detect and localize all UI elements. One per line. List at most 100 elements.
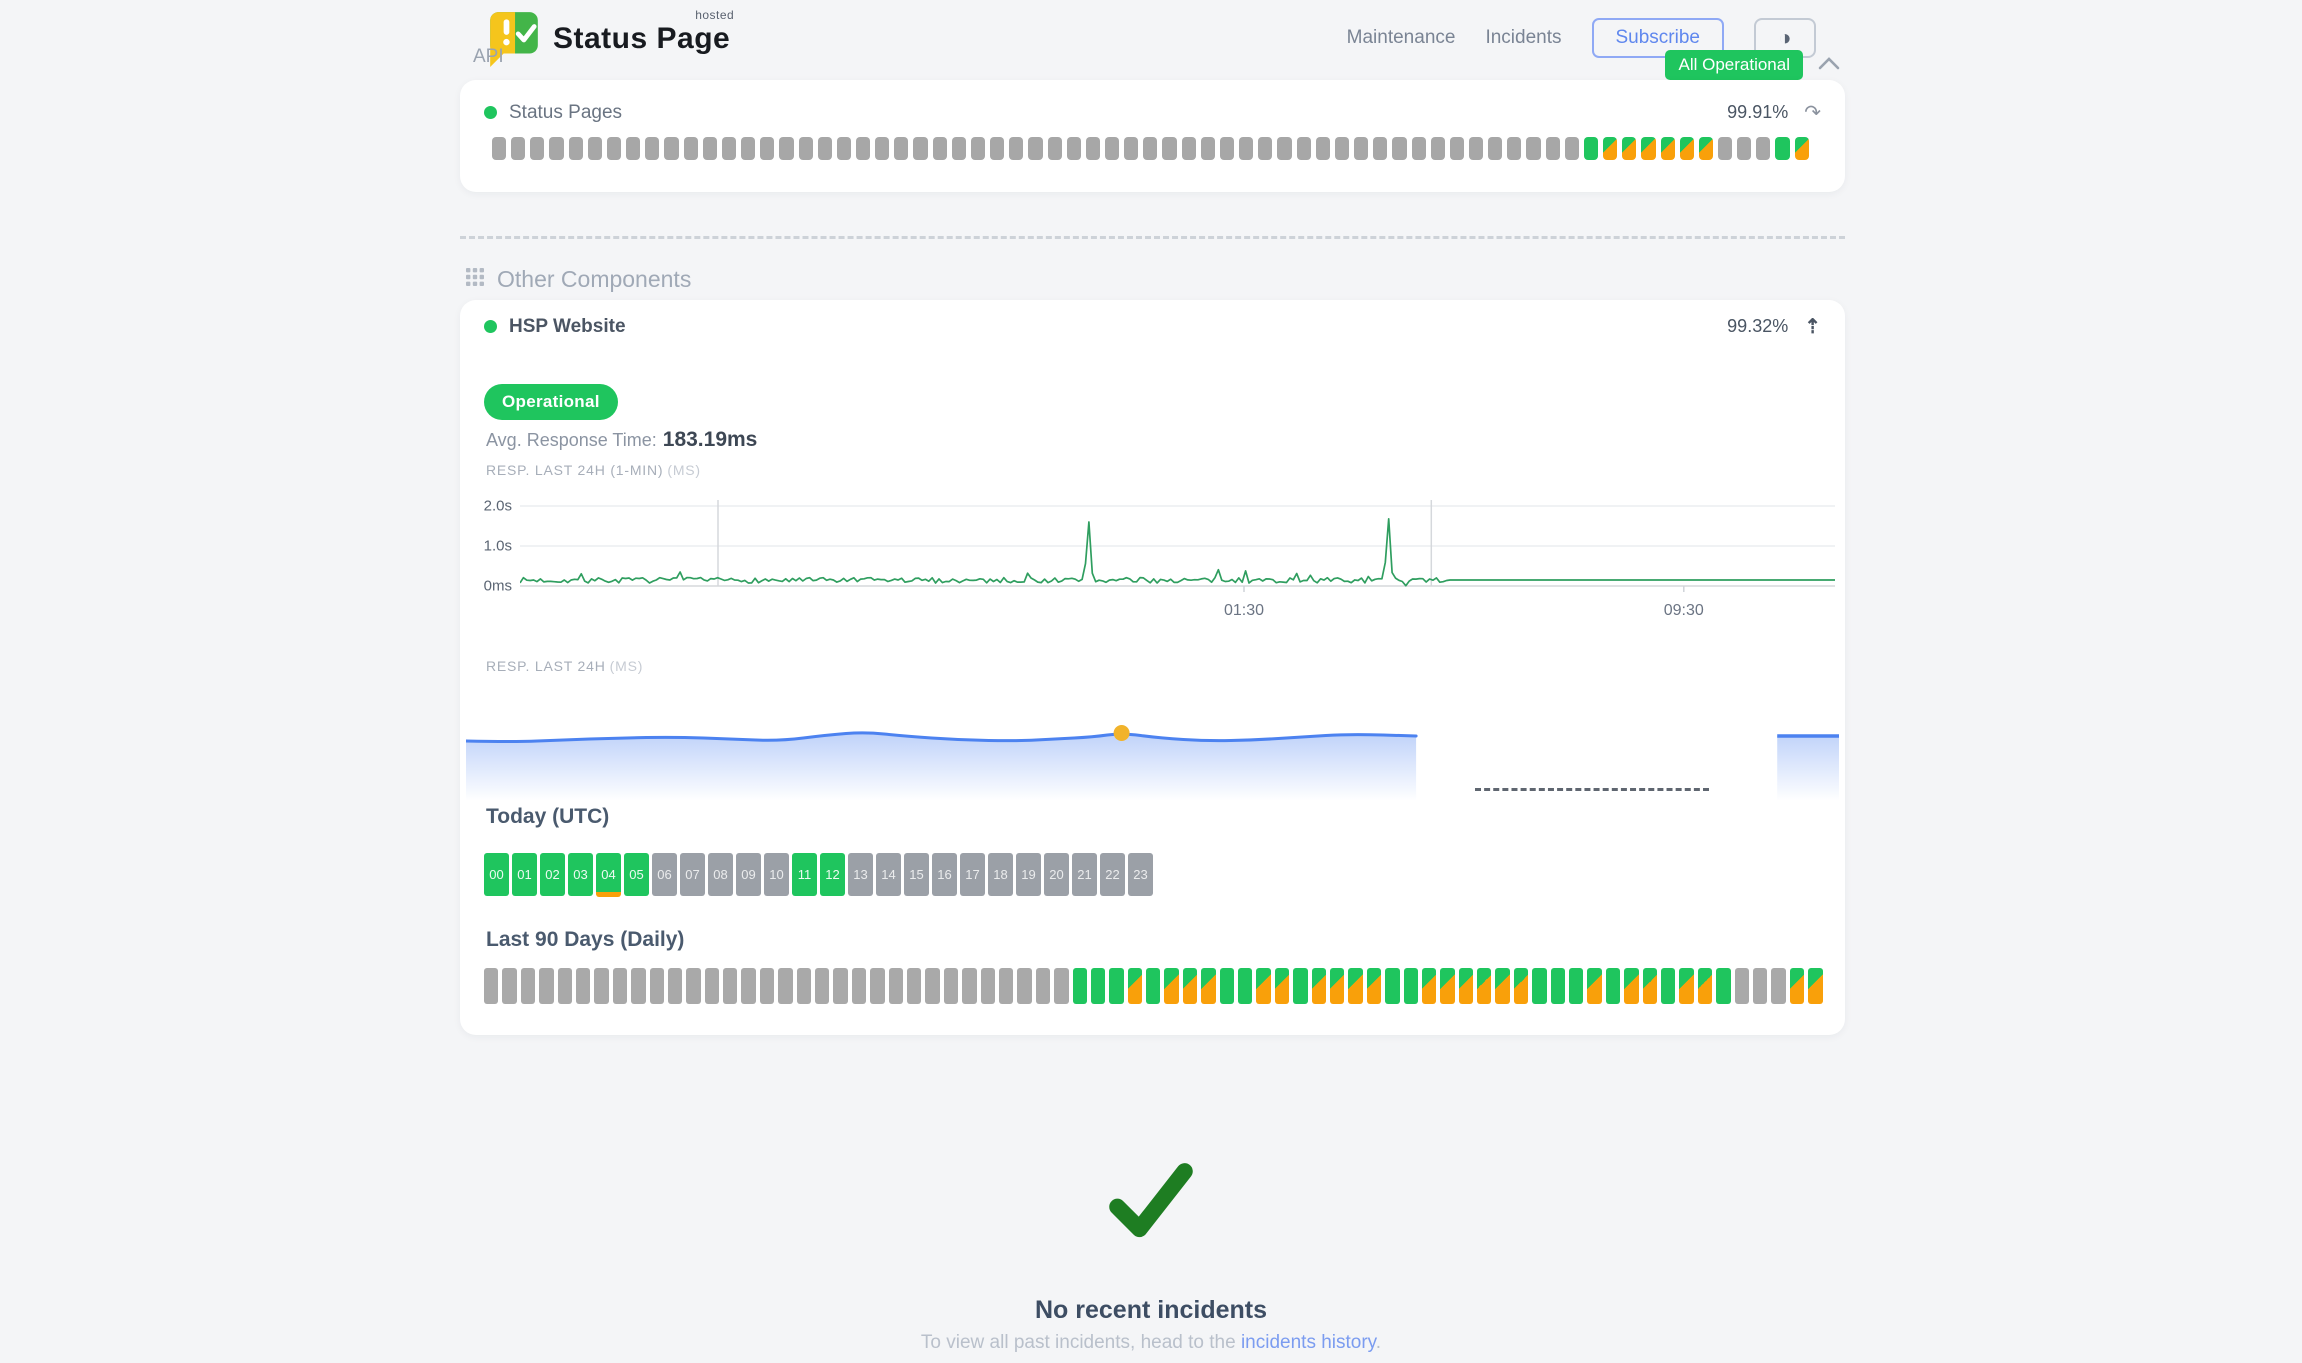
uptime-block-gray[interactable] — [520, 968, 536, 1004]
uptime-block-gray[interactable] — [530, 137, 545, 160]
component-row-status-pages[interactable]: Status Pages 99.91% ↷ — [484, 100, 1821, 125]
uptime-block-mixed[interactable] — [1587, 968, 1602, 1004]
uptime-block-gray[interactable] — [1239, 137, 1254, 160]
uptime-block-gray[interactable] — [888, 968, 903, 1004]
uptime-block-mixed[interactable] — [1789, 968, 1805, 1004]
uptime-block-gray[interactable] — [833, 968, 848, 1004]
uptime-block-green[interactable] — [1385, 968, 1400, 1004]
hour-block-18[interactable]: 18 — [988, 853, 1013, 896]
hour-block-05[interactable]: 05 — [624, 853, 649, 896]
uptime-block-gray[interactable] — [990, 137, 1005, 160]
uptime-block-gray[interactable] — [779, 137, 794, 160]
hour-block-00[interactable]: 00 — [484, 853, 509, 896]
uptime-block-gray[interactable] — [1771, 968, 1786, 1004]
uptime-block-gray[interactable] — [1200, 137, 1215, 160]
uptime-block-green[interactable] — [1775, 137, 1790, 160]
subscribe-button[interactable]: Subscribe — [1591, 18, 1724, 58]
uptime-block-gray[interactable] — [492, 137, 507, 160]
uptime-block-gray[interactable] — [1718, 137, 1733, 160]
uptime-block-mixed[interactable] — [1348, 968, 1363, 1004]
uptime-block-mixed[interactable] — [1808, 968, 1823, 1004]
uptime-block-gray[interactable] — [1085, 137, 1100, 160]
hour-block-13[interactable]: 13 — [848, 853, 873, 896]
uptime-block-mixed[interactable] — [1624, 968, 1639, 1004]
uptime-block-gray[interactable] — [702, 137, 717, 160]
uptime-block-gray[interactable] — [1334, 137, 1350, 160]
response-time-area-chart[interactable] — [466, 695, 1839, 807]
nav-item-maintenance[interactable]: Maintenance — [1346, 27, 1456, 48]
uptime-block-mixed[interactable] — [1477, 968, 1492, 1004]
uptime-block-green[interactable] — [1403, 968, 1418, 1004]
uptime-block-gray[interactable] — [686, 968, 701, 1004]
hour-block-08[interactable]: 08 — [708, 853, 733, 896]
uptime-block-gray[interactable] — [1124, 137, 1139, 160]
uptime-block-gray[interactable] — [664, 137, 679, 160]
hour-block-02[interactable]: 02 — [540, 853, 565, 896]
uptime-block-gray[interactable] — [1028, 137, 1043, 160]
uptime-block-gray[interactable] — [1545, 137, 1560, 160]
uptime-block-gray[interactable] — [723, 968, 738, 1004]
uptime-block-gray[interactable] — [568, 137, 583, 160]
uptime-block-gray[interactable] — [1054, 968, 1069, 1004]
uptime-block-gray[interactable] — [925, 968, 940, 1004]
uptime-block-green[interactable] — [1146, 968, 1161, 1004]
uptime-block-gray[interactable] — [1430, 137, 1445, 160]
uptime-block-gray[interactable] — [741, 137, 756, 160]
uptime-block-gray[interactable] — [549, 137, 564, 160]
uptime-block-mixed[interactable] — [1421, 968, 1437, 1004]
uptime-block-gray[interactable] — [796, 968, 812, 1004]
uptime-block-gray[interactable] — [851, 968, 867, 1004]
uptime-block-mixed[interactable] — [1182, 968, 1198, 1004]
uptime-block-gray[interactable] — [594, 968, 609, 1004]
collapse-arrow-icon[interactable]: ⇡ — [1804, 316, 1821, 338]
response-time-line-chart[interactable] — [520, 496, 1835, 596]
uptime-block-gray[interactable] — [894, 137, 909, 160]
uptime-block-mixed[interactable] — [1641, 137, 1656, 160]
uptime-block-gray[interactable] — [1752, 968, 1768, 1004]
uptime-block-gray[interactable] — [1354, 137, 1369, 160]
hour-block-14[interactable]: 14 — [876, 853, 901, 896]
uptime-block-gray[interactable] — [645, 137, 660, 160]
component-row-hsp-website[interactable]: HSP Website 99.32% ⇡ — [484, 314, 1821, 339]
uptime-block-mixed[interactable] — [1642, 968, 1657, 1004]
uptime-block-gray[interactable] — [741, 968, 756, 1004]
uptime-block-gray[interactable] — [980, 968, 995, 1004]
uptime-block-mixed[interactable] — [1127, 968, 1143, 1004]
uptime-block-mixed[interactable] — [1201, 968, 1216, 1004]
chevron-up-icon[interactable] — [1817, 56, 1841, 75]
uptime-block-gray[interactable] — [1449, 137, 1464, 160]
uptime-block-mixed[interactable] — [1329, 968, 1345, 1004]
uptime-block-gray[interactable] — [484, 968, 499, 1004]
uptime-block-gray[interactable] — [606, 137, 622, 160]
hour-block-21[interactable]: 21 — [1072, 853, 1097, 896]
uptime-block-green[interactable] — [1583, 137, 1599, 160]
uptime-block-gray[interactable] — [511, 137, 526, 160]
uptime-block-gray[interactable] — [612, 968, 628, 1004]
uptime-block-gray[interactable] — [704, 968, 720, 1004]
uptime-block-gray[interactable] — [1507, 137, 1522, 160]
hour-block-07[interactable]: 07 — [680, 853, 705, 896]
uptime-block-gray[interactable] — [1047, 137, 1062, 160]
uptime-block-green[interactable] — [1532, 968, 1547, 1004]
refresh-icon[interactable]: ↷ — [1804, 102, 1821, 124]
uptime-block-mixed[interactable] — [1164, 968, 1179, 1004]
uptime-block-gray[interactable] — [759, 968, 775, 1004]
uptime-block-gray[interactable] — [875, 137, 890, 160]
uptime-block-mixed[interactable] — [1697, 968, 1713, 1004]
uptime-block-gray[interactable] — [1564, 137, 1579, 160]
hour-block-20[interactable]: 20 — [1044, 853, 1069, 896]
brand-logo[interactable]: Status Page hosted — [487, 8, 734, 73]
uptime-block-gray[interactable] — [1737, 137, 1752, 160]
uptime-block-green[interactable] — [1716, 968, 1731, 1004]
incidents-history-link[interactable]: incidents history — [1240, 1332, 1376, 1353]
uptime-block-mixed[interactable] — [1603, 137, 1618, 160]
uptime-block-gray[interactable] — [1488, 137, 1503, 160]
uptime-block-green[interactable] — [1238, 968, 1253, 1004]
hour-block-03[interactable]: 03 — [568, 853, 593, 896]
uptime-block-gray[interactable] — [683, 137, 698, 160]
uptime-block-gray[interactable] — [557, 968, 572, 1004]
uptime-block-green[interactable] — [1550, 968, 1566, 1004]
uptime-block-gray[interactable] — [1411, 137, 1426, 160]
nav-item-incidents[interactable]: Incidents — [1485, 27, 1562, 48]
hour-block-15[interactable]: 15 — [904, 853, 929, 896]
